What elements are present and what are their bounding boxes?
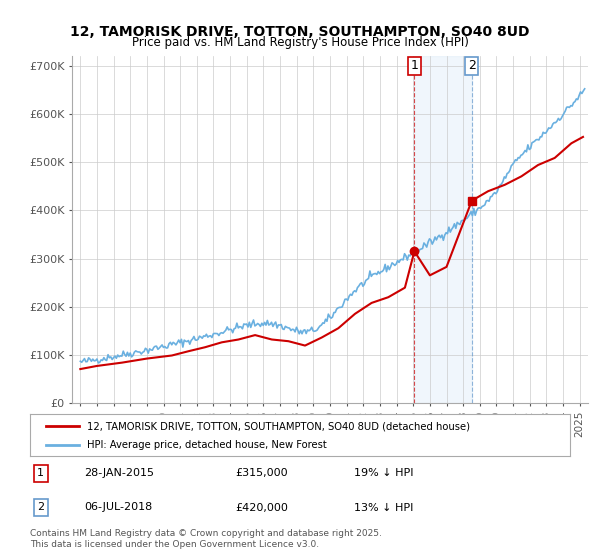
Text: Contains HM Land Registry data © Crown copyright and database right 2025.
This d: Contains HM Land Registry data © Crown c… [30,529,382,549]
Text: Price paid vs. HM Land Registry's House Price Index (HPI): Price paid vs. HM Land Registry's House … [131,36,469,49]
Text: 13% ↓ HPI: 13% ↓ HPI [354,502,413,512]
Text: 12, TAMORISK DRIVE, TOTTON, SOUTHAMPTON, SO40 8UD (detached house): 12, TAMORISK DRIVE, TOTTON, SOUTHAMPTON,… [86,421,470,431]
Text: 19% ↓ HPI: 19% ↓ HPI [354,468,413,478]
Text: 1: 1 [410,59,418,72]
Text: 06-JUL-2018: 06-JUL-2018 [84,502,152,512]
Bar [415,56,472,403]
Text: 1: 1 [37,468,44,478]
Text: £420,000: £420,000 [235,502,288,512]
Text: 2: 2 [37,502,44,512]
Text: 12, TAMORISK DRIVE, TOTTON, SOUTHAMPTON, SO40 8UD: 12, TAMORISK DRIVE, TOTTON, SOUTHAMPTON,… [70,25,530,39]
Text: 28-JAN-2015: 28-JAN-2015 [84,468,154,478]
Text: 2: 2 [468,59,476,72]
Text: £315,000: £315,000 [235,468,288,478]
Text: HPI: Average price, detached house, New Forest: HPI: Average price, detached house, New … [86,440,326,450]
